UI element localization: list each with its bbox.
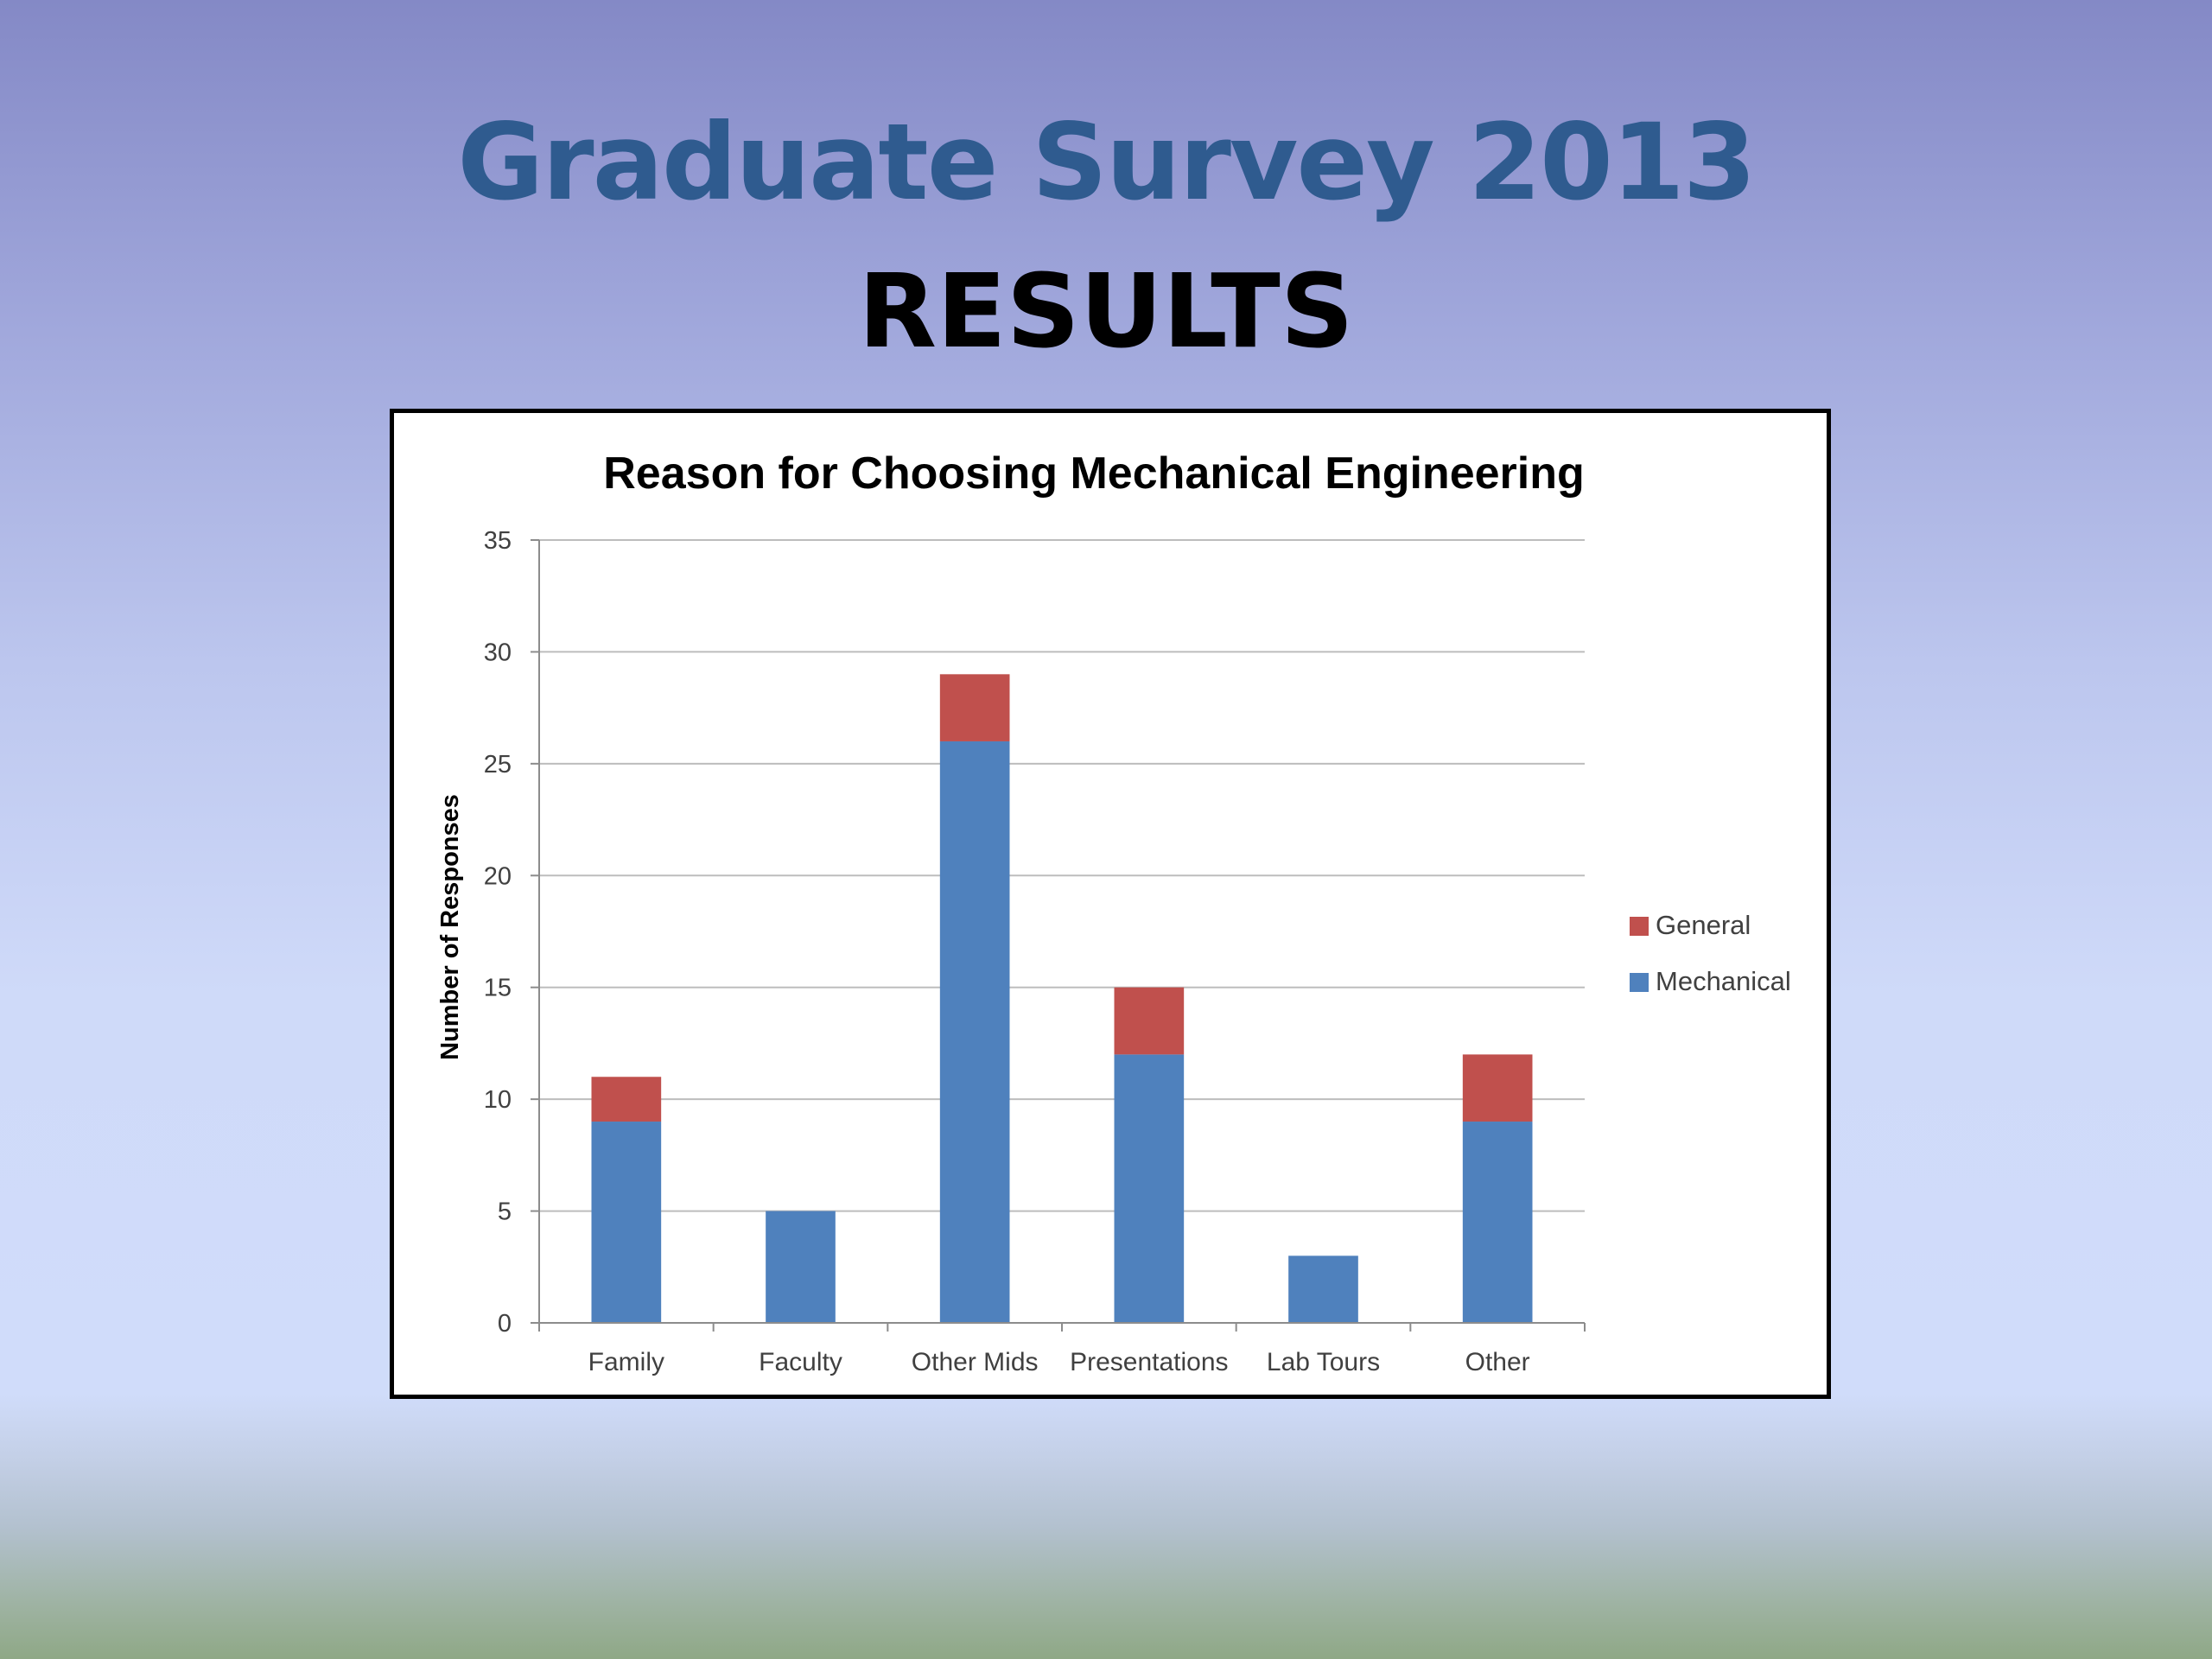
bar-general-other [1462,1054,1533,1122]
legend-swatch-mechanical [1630,973,1649,992]
bar-chart: Reason for Choosing Mechanical Engineeri… [436,448,1791,1376]
slide-title: Graduate Survey 2013 [457,101,1756,224]
legend: General Mechanical [1630,910,1791,996]
y-tick-label: 30 [484,639,512,666]
legend-label-mechanical: Mechanical [1656,966,1791,996]
y-tick-label: 0 [498,1310,512,1338]
x-tick-label-other-mids: Other Mids [912,1348,1039,1376]
bar-mechanical-presentations [1114,1054,1185,1323]
x-tick-label-other: Other [1465,1348,1530,1376]
y-tick-label: 10 [484,1086,512,1114]
x-tick-label-faculty: Faculty [759,1348,842,1376]
y-tick-label: 15 [484,975,512,1002]
slide-subtitle: RESULTS [858,251,1354,371]
bars [591,674,1533,1323]
x-tick-label-family: Family [588,1348,664,1376]
x-tick-label-lab-tours: Lab Tours [1267,1348,1380,1376]
chart-frame: Reason for Choosing Mechanical Engineeri… [390,409,1831,1399]
legend-label-general: General [1656,910,1751,940]
chart-title: Reason for Choosing Mechanical Engineeri… [603,448,1585,499]
y-tick-label: 25 [484,751,512,779]
y-tick-label: 5 [498,1198,512,1226]
legend-swatch-general [1630,917,1649,936]
x-tick-label-presentations: Presentations [1070,1348,1228,1376]
y-tick-label: 20 [484,862,512,890]
y-axis-label: Number of Responses [436,794,464,1060]
bar-mechanical-other-mids [939,741,1010,1323]
axes: 0 5 10 15 20 25 30 35 Family Faculty Other Mids Pre… [484,527,1586,1376]
gridlines [539,539,1585,1212]
bar-mechanical-faculty [766,1211,836,1323]
bar-mechanical-other [1462,1122,1533,1323]
bar-mechanical-family [591,1122,662,1323]
bar-general-presentations [1114,987,1185,1055]
bar-general-family [591,1077,662,1122]
bar-mechanical-lab-tours [1288,1255,1358,1323]
bar-general-other-mids [939,674,1010,741]
y-tick-label: 35 [484,527,512,555]
